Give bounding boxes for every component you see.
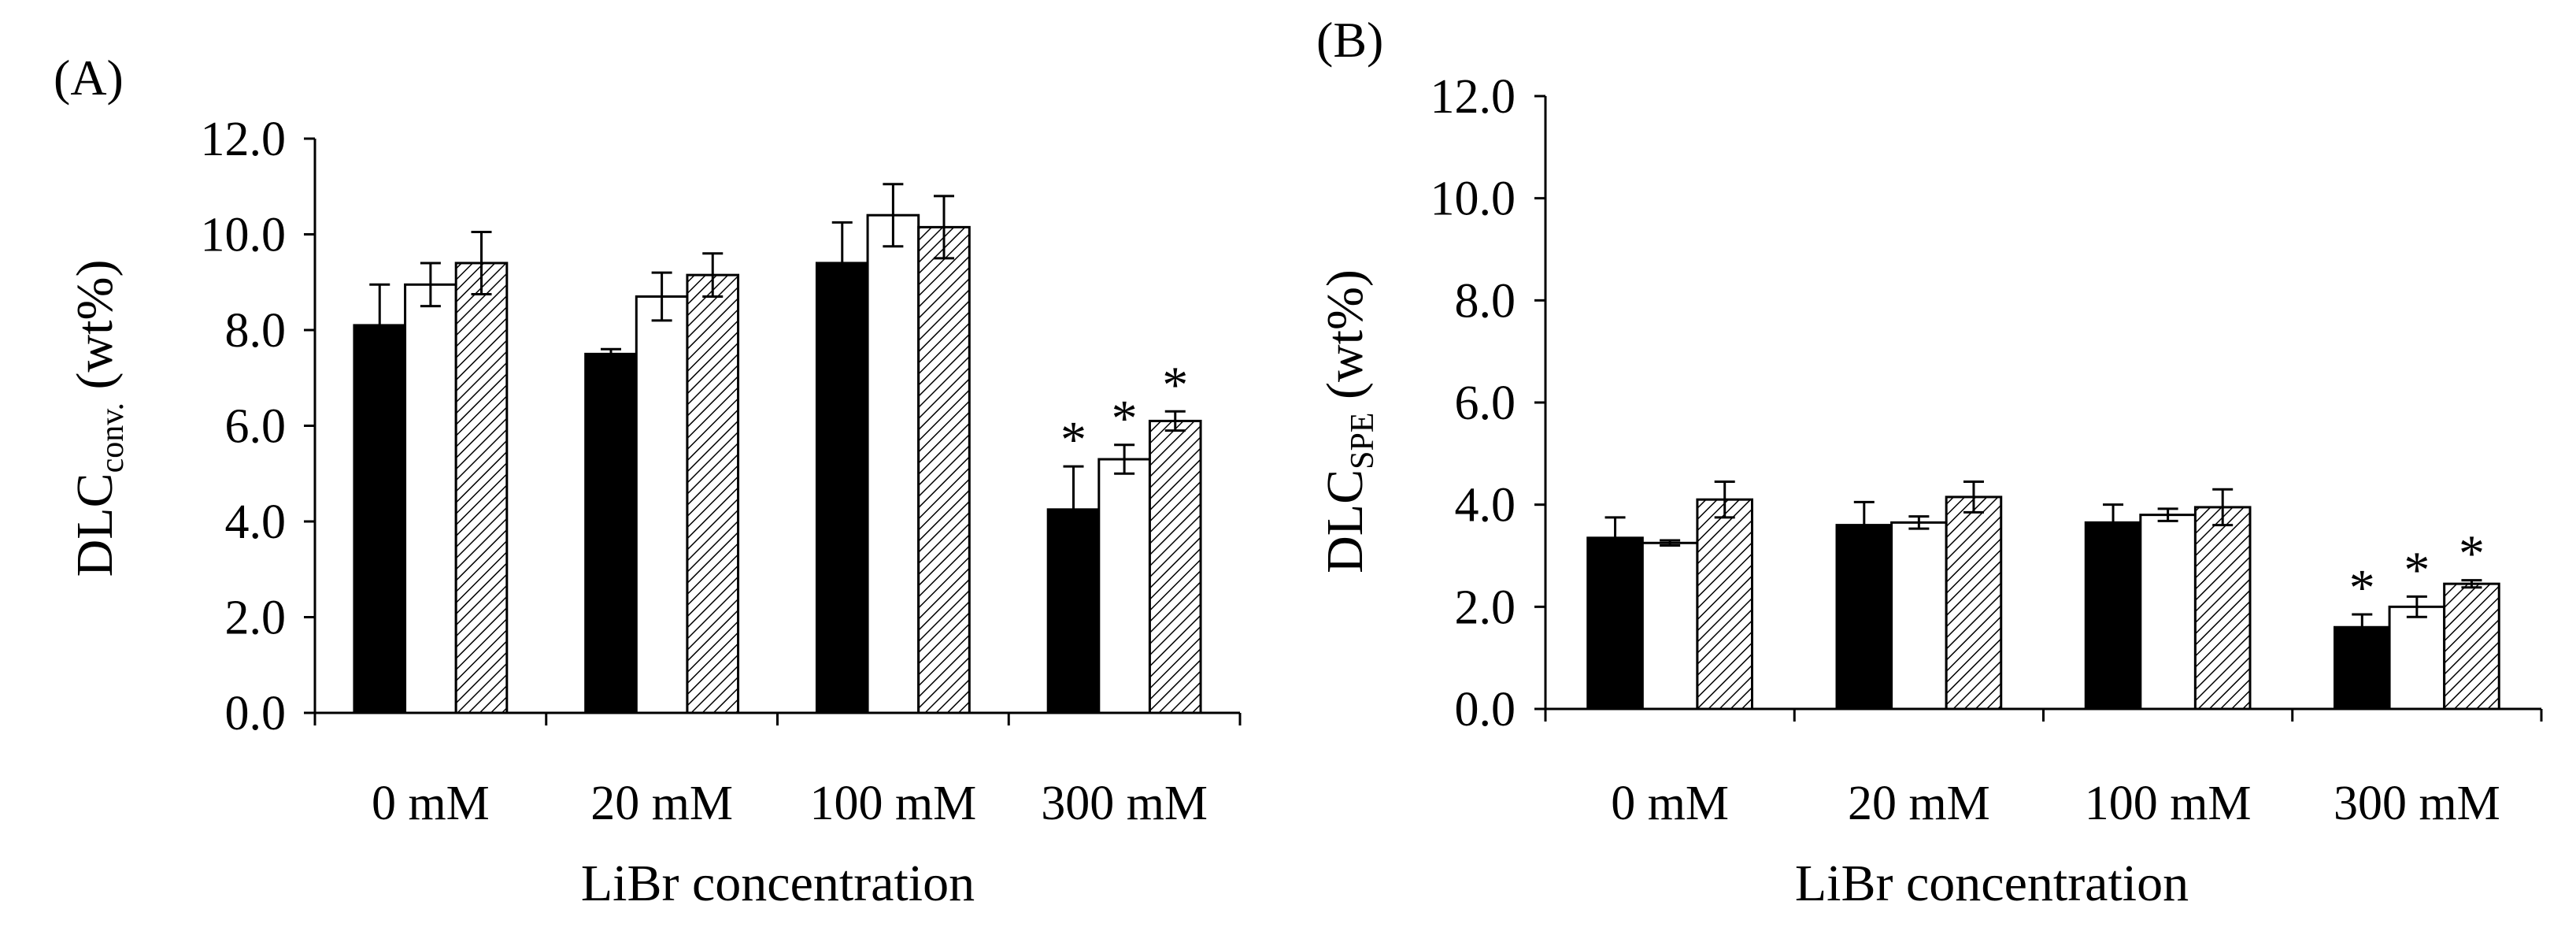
y-tick-label: 6.0	[225, 400, 287, 454]
y-tick-label: 4.0	[1455, 479, 1516, 532]
significance-marker: *	[1060, 411, 1086, 469]
bar	[1148, 419, 1202, 714]
bar	[454, 262, 509, 714]
y-axis-title-main: DLC	[1316, 469, 1374, 573]
y-tick-label: 0.0	[225, 687, 287, 740]
panel-b: (B) DLCSPE (wt%) LiBr concentration 0.0 2…	[1316, 12, 2543, 912]
bar	[866, 213, 920, 714]
bar	[2388, 605, 2446, 711]
y-tick-label: 0.0	[1455, 683, 1516, 736]
x-category-label: 20 mM	[590, 777, 733, 830]
bar	[1835, 524, 1893, 711]
x-axis-title: LiBr concentration	[581, 855, 975, 912]
bar	[353, 324, 407, 714]
y-tick-label: 2.0	[1455, 581, 1516, 634]
bar	[1890, 521, 1948, 711]
y-tick-label: 10.0	[201, 209, 287, 262]
y-axis-title-subscript: conv.	[94, 403, 131, 473]
y-tick-label: 12.0	[1430, 70, 1516, 124]
y-axis-title-unit: (wt%)	[1316, 269, 1374, 412]
y-tick-label: 8.0	[225, 304, 287, 358]
bar	[1641, 541, 1699, 711]
bar	[686, 273, 740, 714]
significance-marker: *	[1112, 390, 1138, 447]
y-tick-label: 6.0	[1455, 377, 1516, 430]
y-tick-label: 10.0	[1430, 173, 1516, 226]
x-axis-title: LiBr concentration	[1795, 855, 2189, 912]
x-category-label: 0 mM	[372, 777, 490, 830]
y-tick-label: 8.0	[1455, 274, 1516, 328]
bar	[1586, 536, 1644, 711]
bar	[404, 283, 457, 714]
bar	[1696, 498, 1753, 711]
bar	[635, 295, 689, 714]
bar	[2139, 514, 2197, 711]
y-axis-title: DLCconv. (wt%)	[66, 260, 131, 577]
x-category-label: 300 mM	[1041, 777, 1208, 830]
bar	[1097, 458, 1151, 714]
x-category-label: 100 mM	[809, 777, 976, 830]
y-axis-title-subscript: SPE	[1345, 413, 1381, 469]
bar	[2084, 521, 2142, 711]
y-axis-title-main: DLC	[66, 473, 124, 577]
y-axis-title-unit: (wt%)	[66, 260, 124, 403]
y-tick-label: 4.0	[225, 495, 287, 549]
significance-marker: *	[2349, 559, 2375, 617]
x-category-label: 0 mM	[1611, 777, 1729, 830]
bar	[2193, 506, 2252, 711]
significance-marker: *	[2404, 541, 2430, 599]
x-category-label: 20 mM	[1848, 777, 1990, 830]
bar	[917, 225, 971, 714]
panel-a: (A) DLCconv. (wt%) LiBr concentration 0.…	[54, 50, 1242, 912]
bar	[1945, 495, 2003, 711]
significance-marker: *	[1162, 356, 1188, 414]
significance-marker: *	[2459, 525, 2485, 583]
y-tick-label: 2.0	[225, 592, 287, 645]
y-axis-title: DLCSPE (wt%)	[1316, 269, 1381, 573]
bar	[2443, 582, 2500, 711]
bar	[815, 262, 869, 714]
y-tick-label: 12.0	[201, 113, 287, 166]
panel-label: (B)	[1316, 12, 1383, 68]
x-category-label: 300 mM	[2334, 777, 2500, 830]
panel-label: (A)	[54, 50, 124, 106]
bar	[584, 352, 638, 714]
x-category-label: 100 mM	[2085, 777, 2252, 830]
